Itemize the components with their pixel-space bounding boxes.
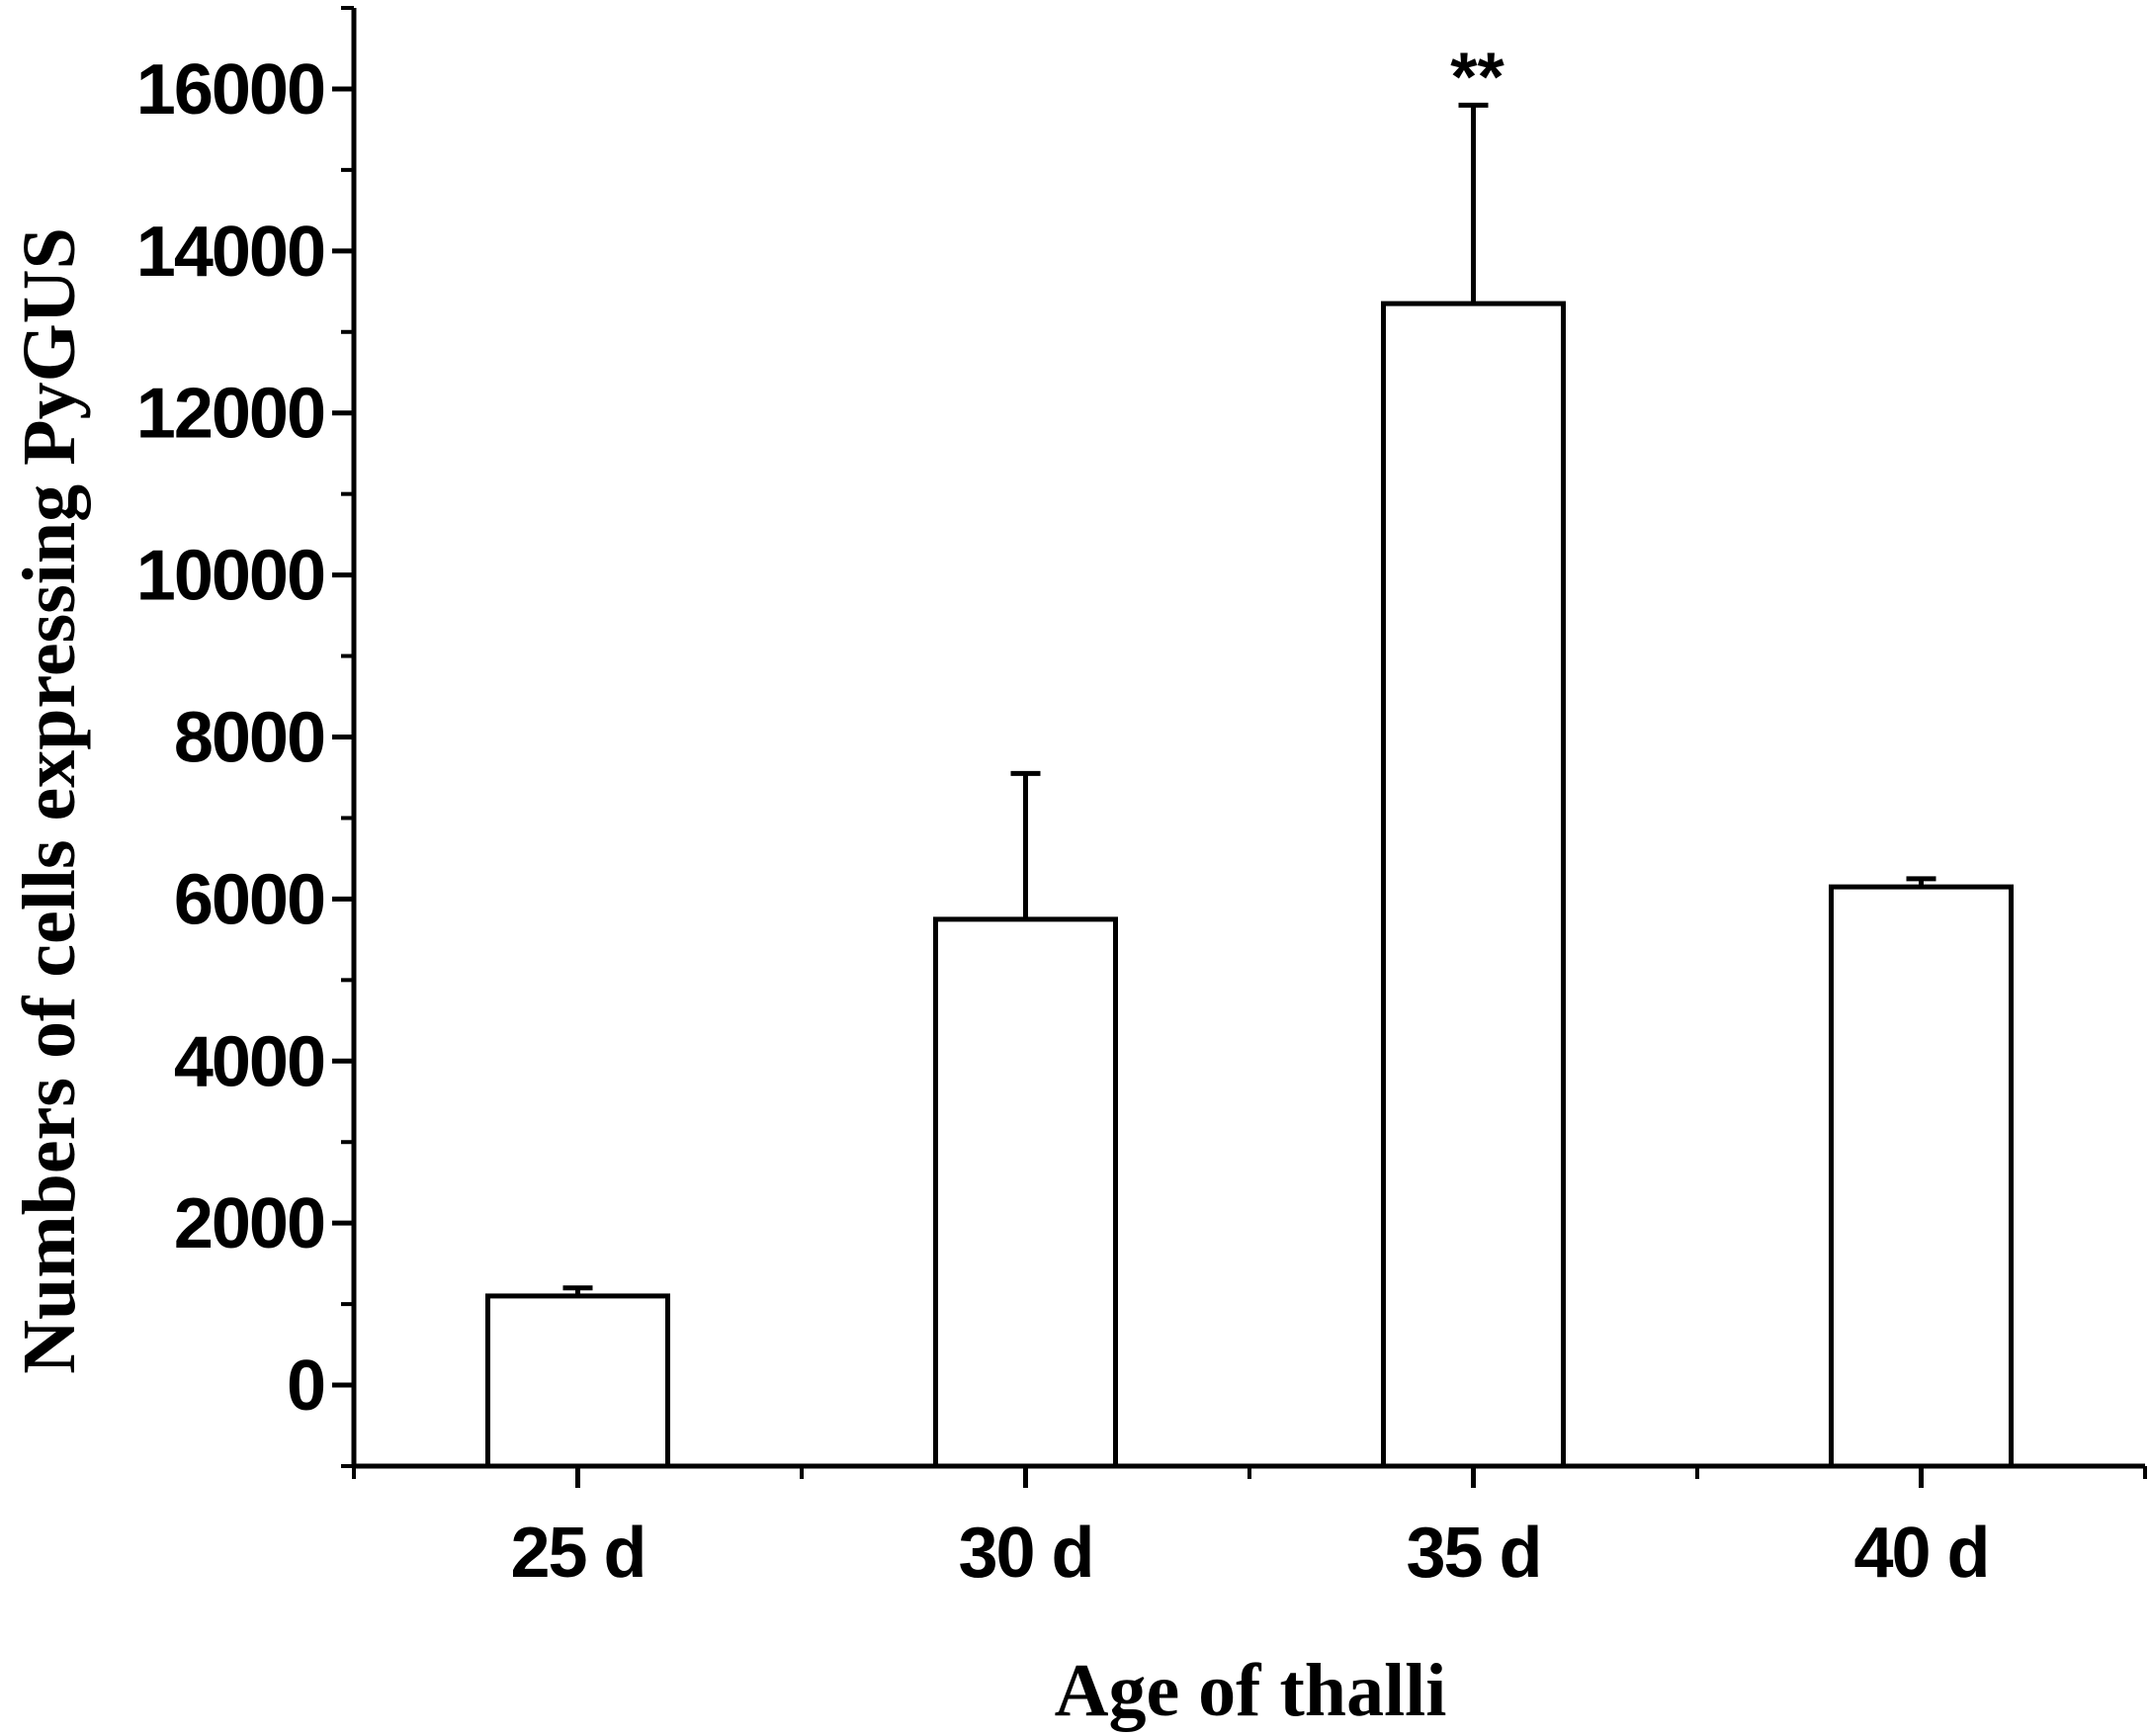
y-axis: 0 2000 4000 6000 8000 10000 12000 14000 16000 <box>136 6 357 1468</box>
x-tick-label: 35 d <box>1406 1514 1540 1593</box>
y-tick-label: 2000 <box>174 1184 324 1263</box>
x-tick-label: 40 d <box>1853 1514 1988 1593</box>
significance-annotation: ** <box>1450 38 1505 115</box>
y-tick-label: 16000 <box>136 50 324 130</box>
error-bars <box>562 102 1936 1296</box>
bars <box>485 301 2014 1469</box>
y-tick-label: 12000 <box>136 375 324 454</box>
bar <box>485 1293 670 1469</box>
y-tick-label: 14000 <box>136 213 324 292</box>
bar <box>1381 301 1566 1469</box>
x-axis: 25 d 30 d 35 d 40 d <box>352 1463 2147 1593</box>
y-tick-label: 8000 <box>174 699 324 778</box>
y-tick-label: 0 <box>287 1346 324 1426</box>
y-axis-title: Numbers of cells expressing PyGUS <box>8 227 91 1374</box>
y-tick-label: 4000 <box>174 1022 324 1101</box>
bar <box>933 916 1118 1469</box>
x-axis-title: Age of thalli <box>1055 1649 1447 1732</box>
x-tick-label: 25 d <box>510 1514 645 1593</box>
bar <box>1829 884 2014 1469</box>
annotations: ** <box>1450 38 1505 115</box>
x-tick-label: 30 d <box>958 1514 1092 1593</box>
y-tick-label: 6000 <box>174 860 324 939</box>
y-tick-label: 10000 <box>136 537 324 616</box>
